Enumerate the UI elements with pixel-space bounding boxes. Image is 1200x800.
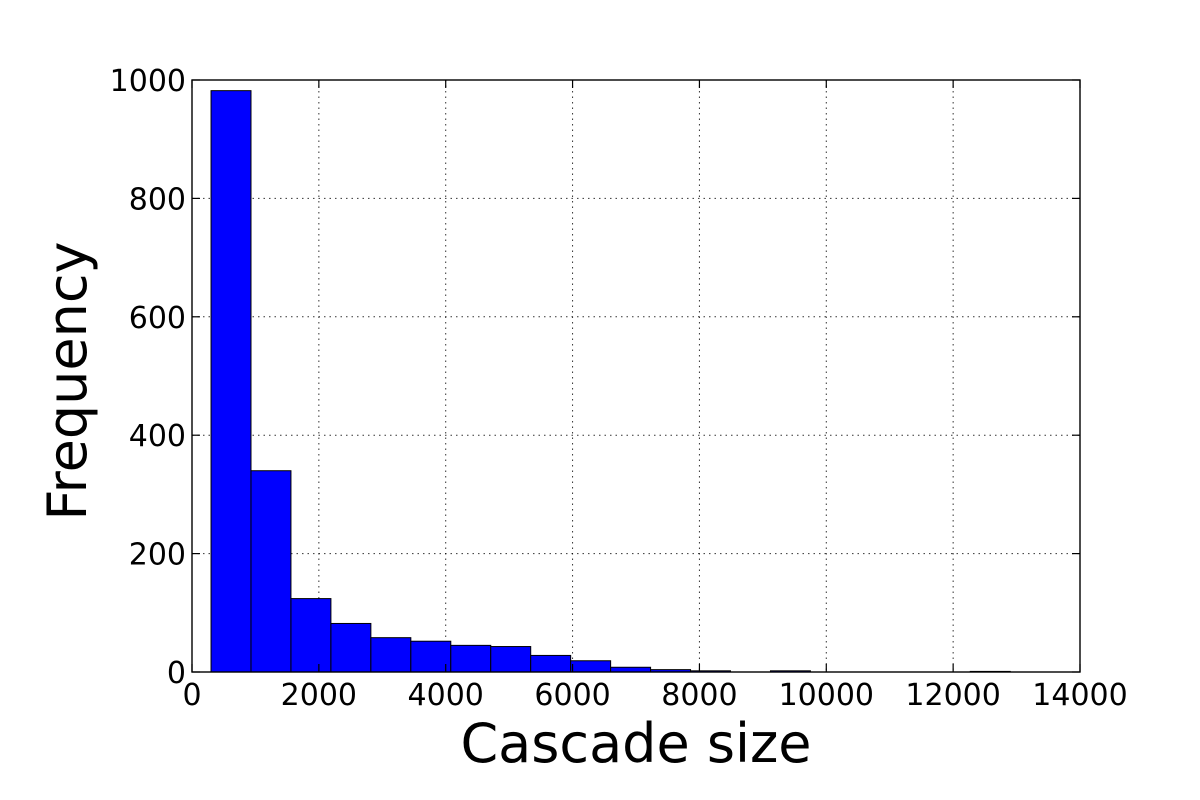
histogram-bar	[610, 666, 652, 673]
histogram-bar	[210, 90, 252, 673]
x-tick-label: 4000	[408, 678, 484, 713]
y-axis-title: Frequency	[36, 242, 99, 521]
y-tick-label: 200	[129, 538, 186, 573]
grid-layer	[192, 80, 1080, 672]
histogram-bar	[450, 644, 492, 673]
x-tick-label: 0	[182, 678, 201, 713]
x-tick-label: 14000	[1032, 678, 1127, 713]
x-tick-label: 10000	[779, 678, 874, 713]
histogram-bar	[530, 654, 572, 673]
y-tick-label: 400	[129, 419, 186, 454]
histogram-bar	[330, 622, 372, 673]
plot-frame	[191, 79, 1081, 673]
y-tick-label: 600	[129, 301, 186, 336]
x-axis-title: Cascade size	[460, 712, 811, 775]
histogram-bar	[290, 598, 332, 673]
x-tick-label: 2000	[281, 678, 357, 713]
histogram-bar	[410, 640, 452, 673]
x-tick-label: 6000	[534, 678, 610, 713]
x-tick-label: 12000	[905, 678, 1000, 713]
histogram-bar	[490, 646, 532, 673]
y-tick-label: 1000	[110, 64, 186, 99]
histogram-bar	[370, 637, 412, 673]
y-tick-label: 800	[129, 182, 186, 217]
x-tick-label: 8000	[661, 678, 737, 713]
bars-layer	[210, 90, 1011, 673]
histogram-bar	[570, 660, 612, 673]
ticks-layer: 0 2000 4000 6000 8000 10000 12000 14000 0 200 400 6…	[110, 64, 1128, 713]
histogram-bar	[250, 470, 292, 673]
y-tick-label: 0	[167, 656, 186, 691]
